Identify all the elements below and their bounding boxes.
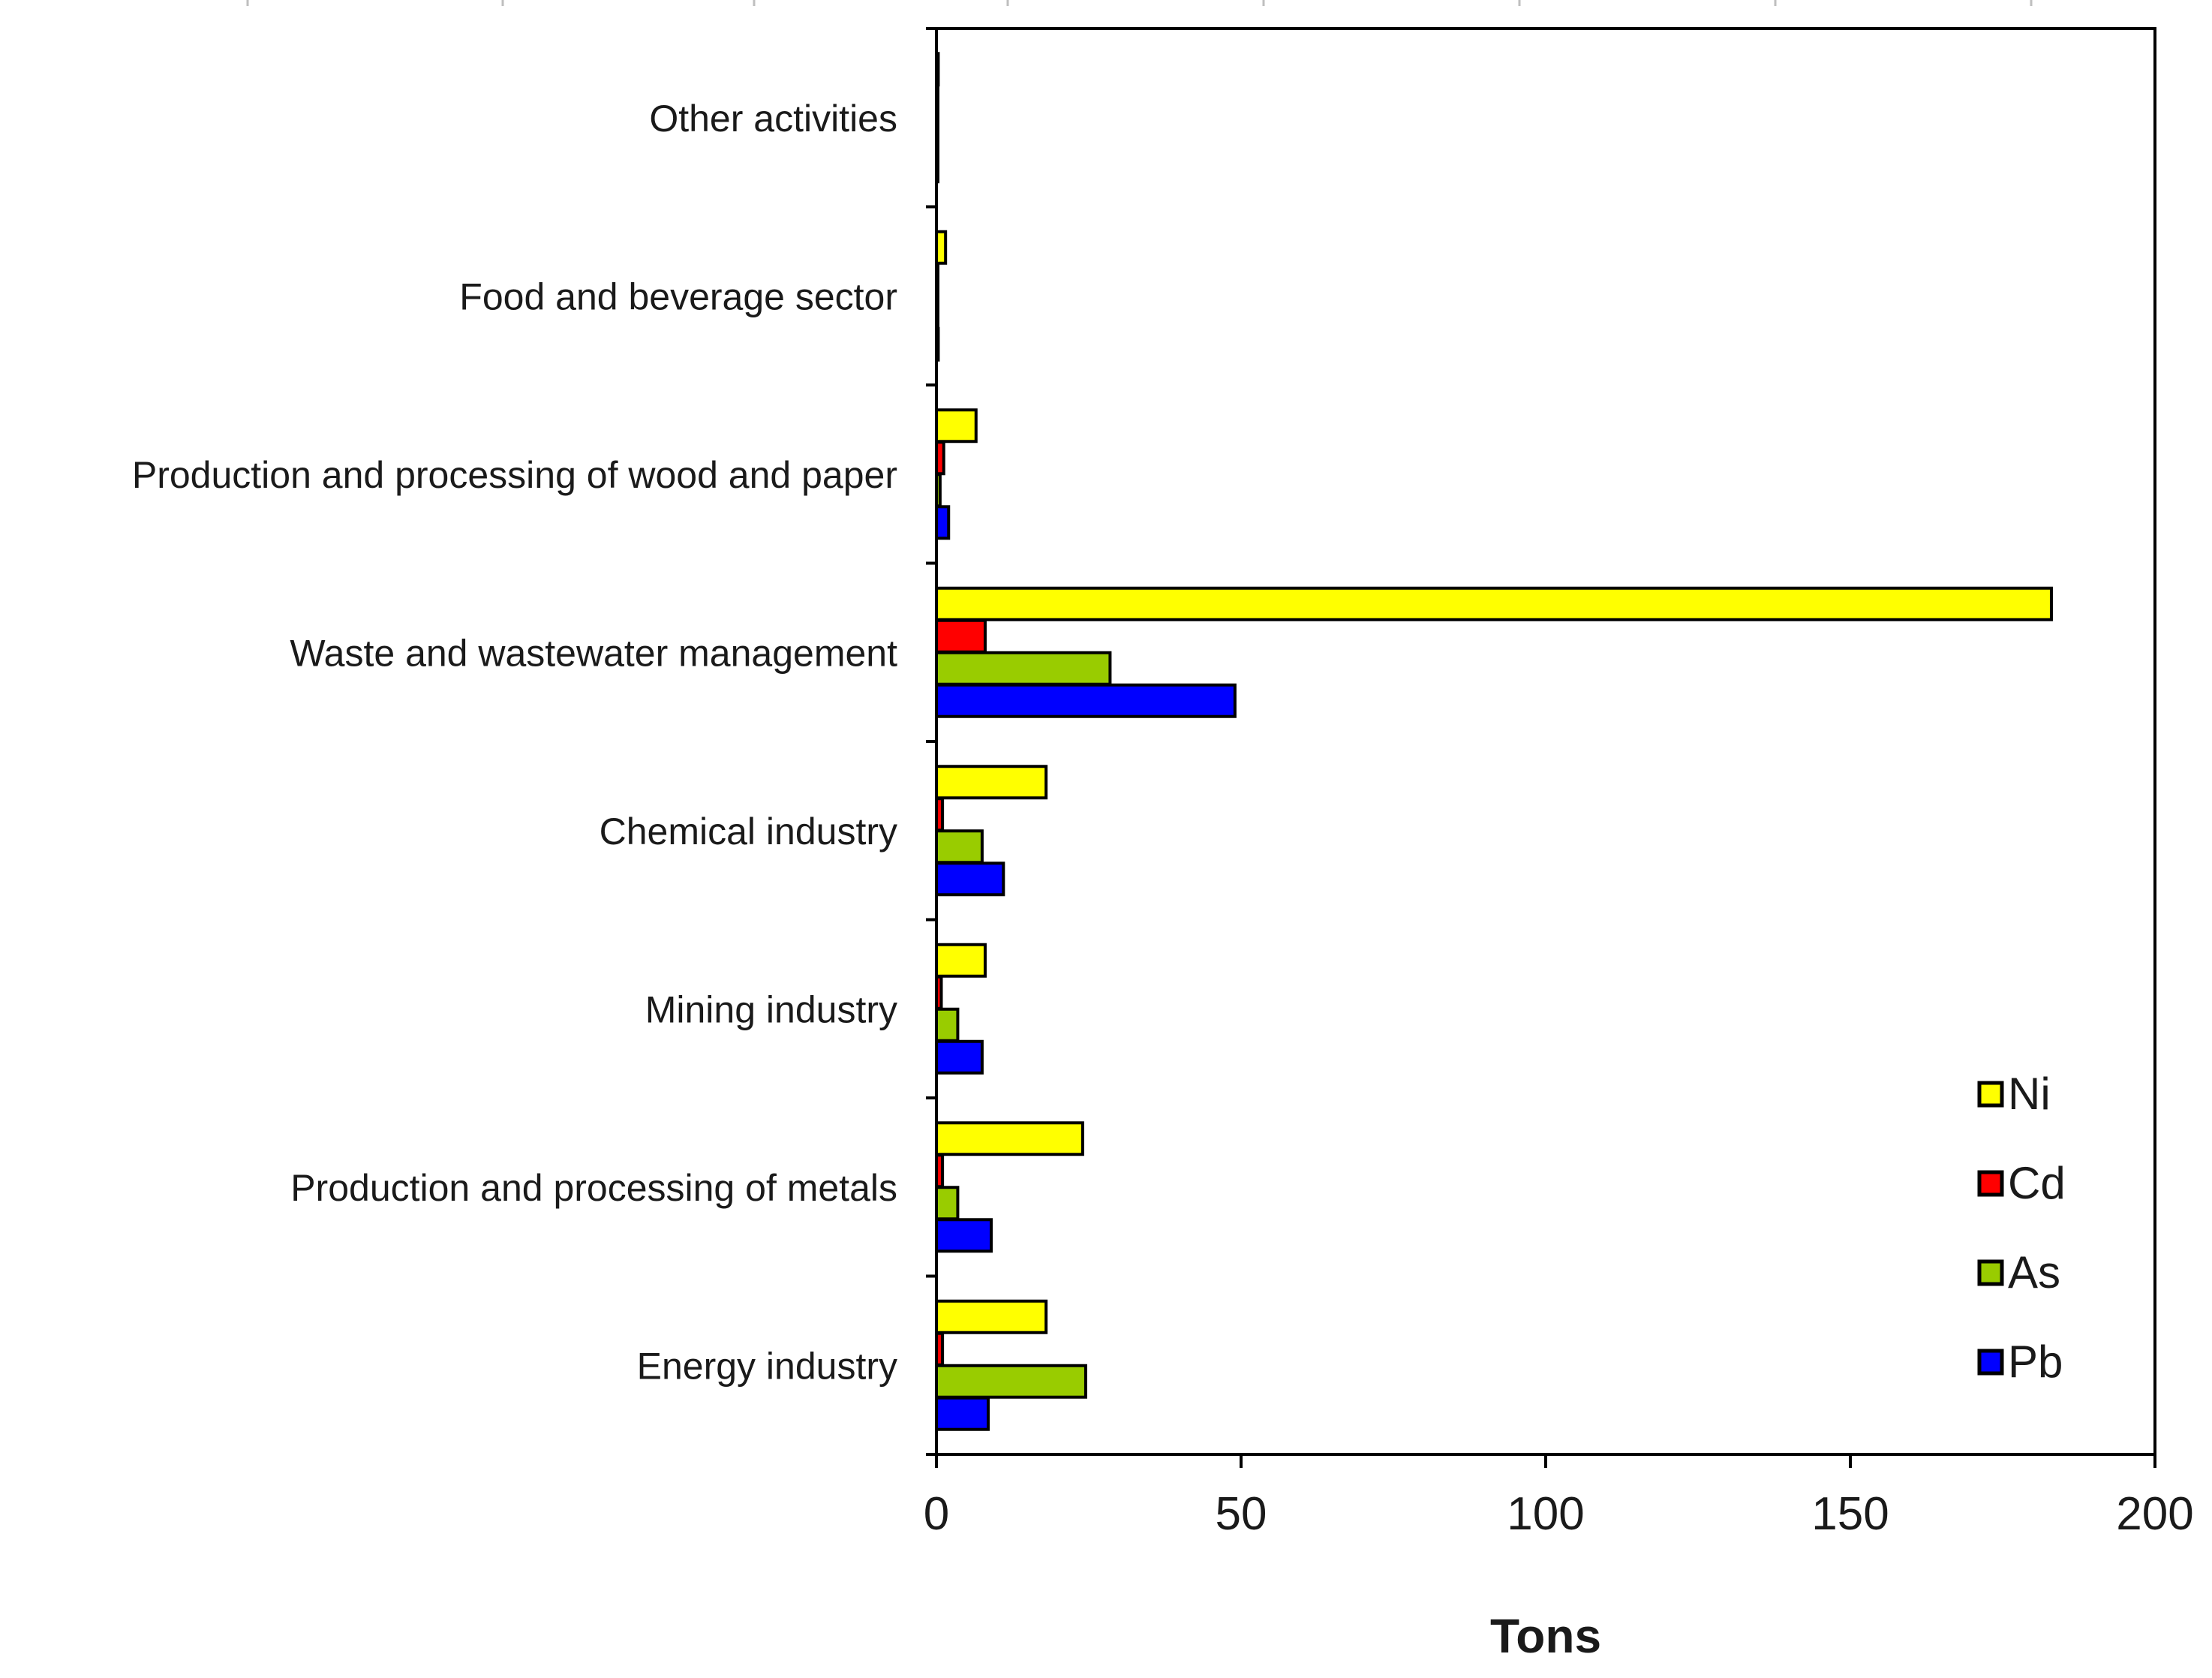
legend-swatch-cd xyxy=(1977,1170,2004,1197)
x-axis-ticks: 0 50 100 150 200 xyxy=(924,1454,2194,1540)
bar-ni xyxy=(935,408,978,444)
bar-pb xyxy=(935,149,939,184)
bar-cd xyxy=(935,975,943,1010)
bar-as xyxy=(935,116,939,152)
category-label: Energy industry xyxy=(637,1345,897,1387)
x-tick-label: 100 xyxy=(1507,1488,1584,1540)
bar-pb xyxy=(935,505,951,540)
plot-area xyxy=(935,27,2156,1456)
category-label: Mining industry xyxy=(645,988,897,1030)
bar-ni xyxy=(935,1299,1048,1334)
x-tick-label: 0 xyxy=(924,1488,949,1540)
bar-as xyxy=(935,473,942,508)
x-axis-title: Tons xyxy=(1490,1609,1601,1663)
category-labels: Energy industry Production and processing… xyxy=(132,98,897,1388)
bar-pb xyxy=(935,683,1237,718)
bar-as xyxy=(935,1364,1087,1399)
bar-cd xyxy=(935,441,945,476)
legend: Ni Cd As Pb xyxy=(1977,1069,2066,1387)
bar-pb xyxy=(935,1218,993,1253)
x-tick-label: 50 xyxy=(1216,1488,1267,1540)
bars xyxy=(935,52,2053,1431)
legend-swatch-as xyxy=(1977,1259,2004,1286)
legend-label-ni: Ni xyxy=(2008,1069,2051,1119)
x-tick-label: 150 xyxy=(1811,1488,1889,1540)
bar-ni xyxy=(935,586,2053,621)
category-label: Other activities xyxy=(649,98,897,140)
bar-ni xyxy=(935,765,1048,800)
legend-label-cd: Cd xyxy=(2008,1158,2066,1208)
bar-as xyxy=(935,294,939,329)
legend-label-pb: Pb xyxy=(2008,1337,2063,1387)
bar-pb xyxy=(935,326,940,362)
category-label: Food and beverage sector xyxy=(459,275,897,317)
category-label: Production and processing of metals xyxy=(290,1167,897,1209)
bar-as xyxy=(935,1186,960,1221)
bar-as xyxy=(935,829,984,865)
bar-cd xyxy=(935,262,939,297)
category-label: Production and processing of wood and pa… xyxy=(132,454,897,496)
legend-swatch-ni xyxy=(1977,1081,2004,1108)
category-tick-marks xyxy=(926,27,936,1456)
bar-as xyxy=(935,1007,960,1042)
bar-cd xyxy=(935,1331,945,1367)
bar-cd xyxy=(935,618,987,654)
bar-cd xyxy=(935,1153,945,1189)
bar-as xyxy=(935,651,1112,686)
legend-label-as: As xyxy=(2008,1247,2060,1298)
bar-pb xyxy=(935,862,1005,897)
x-tick-label: 200 xyxy=(2116,1488,2193,1540)
bar-ni xyxy=(935,52,940,87)
legend-swatch-pb xyxy=(1977,1349,2004,1376)
top-tick-marks xyxy=(246,0,2033,6)
bar-pb xyxy=(935,1039,984,1075)
bar-pb xyxy=(935,1396,990,1431)
bar-cd xyxy=(935,797,945,832)
bar-ni xyxy=(935,1121,1084,1156)
bar-ni xyxy=(935,943,987,978)
bar-cd xyxy=(935,84,939,119)
bar-ni xyxy=(935,230,948,265)
category-label: Waste and wastewater management xyxy=(290,632,897,674)
category-label: Chemical industry xyxy=(600,810,897,853)
